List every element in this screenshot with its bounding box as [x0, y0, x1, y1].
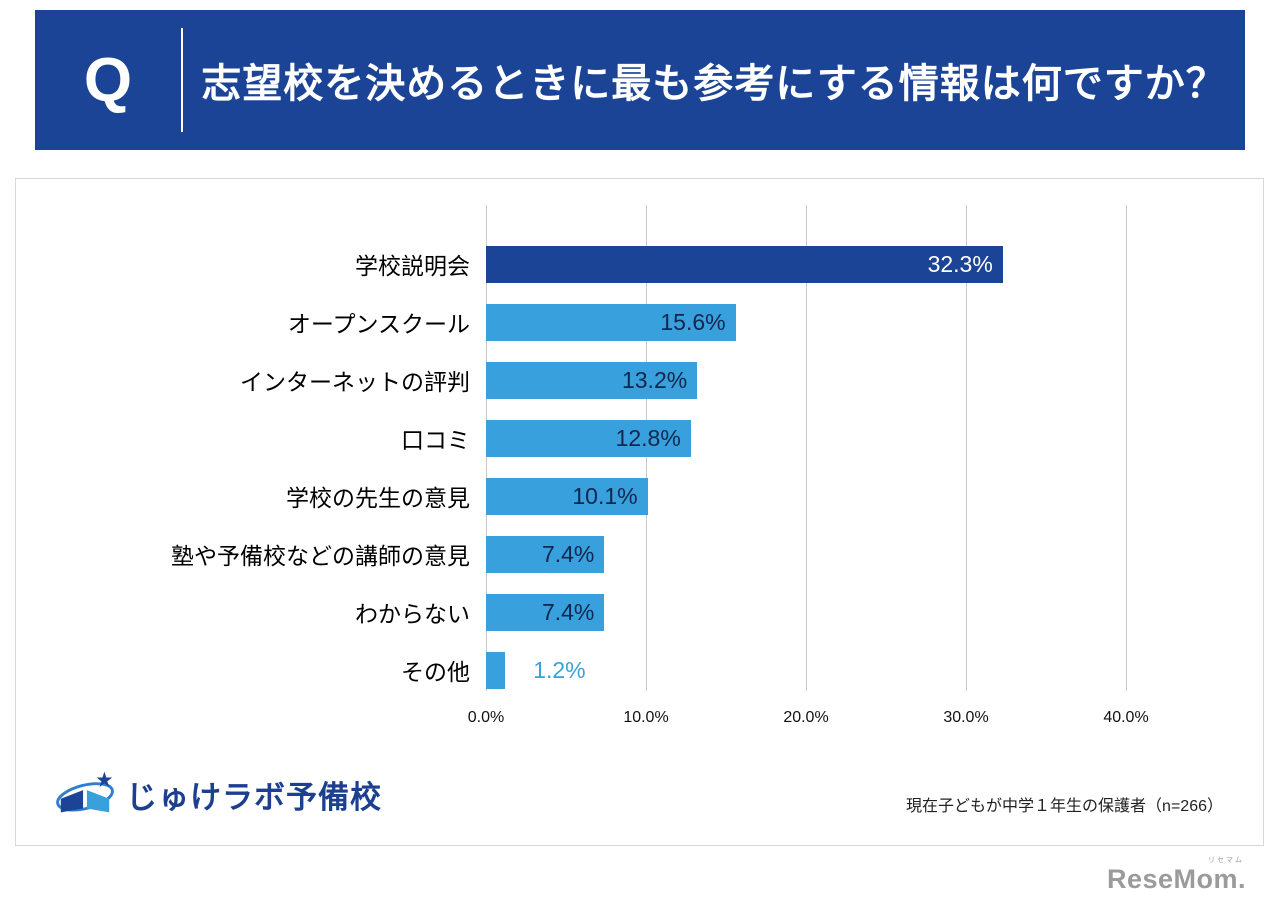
chart-rows: 学校説明会 32.3% オープンスクール 15.6% インターネットの評判 13.2% 口コ… [16, 235, 1263, 699]
chart-row: オープンスクール 15.6% [16, 293, 1263, 351]
resemom-katakana: リセマム [1208, 857, 1244, 864]
bar-area: 15.6% [486, 293, 1263, 351]
value-label: 1.2% [533, 656, 586, 683]
bar-with-value-label: 7.4% [486, 593, 605, 631]
bar-area: 1.2% [486, 641, 1263, 699]
header-divider [181, 28, 183, 132]
bar-area: 32.3% [486, 235, 1263, 293]
chart-row: 学校説明会 32.3% [16, 235, 1263, 293]
jukelab-logo: じゅけラボ予備校 [54, 767, 382, 822]
x-tick-label: 0.0% [467, 709, 505, 726]
bar-chart: 学校説明会 32.3% オープンスクール 15.6% インターネットの評判 13.2% 口コ… [16, 179, 1263, 741]
x-tick-label: 10.0% [623, 709, 669, 726]
x-tick-label: 40.0% [1103, 709, 1149, 726]
bar: 1.2% [486, 651, 586, 689]
bar-area: 13.2% [486, 351, 1263, 409]
bar-area: 10.1% [486, 467, 1263, 525]
jukelab-logo-text: じゅけラボ予備校 [126, 780, 382, 815]
bar-area: 12.8% [486, 409, 1263, 467]
category-label: 塾や予備校などの講師の意見 [171, 543, 470, 569]
card-footer: じゅけラボ予備校 現在子どもが中学１年生の保護者（n=266） [16, 741, 1263, 822]
chart-row: わからない 7.4% [16, 583, 1263, 641]
category-label: その他 [401, 659, 470, 685]
category-label: 学校の先生の意見 [286, 485, 470, 511]
category-label: インターネットの評判 [240, 369, 470, 395]
bar-with-value-label: 15.6% [486, 303, 736, 341]
bar-with-value-label: 13.2% [486, 361, 698, 399]
gridline [966, 205, 967, 691]
chart-row: 塾や予備校などの講師の意見 7.4% [16, 525, 1263, 583]
chart-card: 学校説明会 32.3% オープンスクール 15.6% インターネットの評判 13.2% 口コ… [15, 178, 1264, 846]
gridline [1126, 205, 1127, 691]
gridline [806, 205, 807, 691]
chart-row: インターネットの評判 13.2% [16, 351, 1263, 409]
jukelab-logo-icon [54, 767, 116, 822]
x-tick-label: 30.0% [943, 709, 989, 726]
category-label: 口コミ [401, 427, 470, 453]
chart-row: 学校の先生の意見 10.1% [16, 467, 1263, 525]
question-header: Q 志望校を決めるときに最も参考にする情報は何ですか？ [35, 10, 1245, 150]
q-mark: Q [83, 45, 133, 115]
category-label: 学校説明会 [355, 253, 470, 279]
chart-row: その他 1.2% [16, 641, 1263, 699]
bar-with-value-label: 7.4% [486, 535, 605, 573]
x-axis: 0.0% 10.0% 20.0% 30.0% 40.0% [468, 707, 1263, 741]
bar-area: 7.4% [486, 583, 1263, 641]
bar-with-value-label: 12.8% [486, 419, 691, 457]
page-title: 志望校を決めるときに最も参考にする情報は何ですか？ [201, 62, 1227, 106]
category-label: わからない [355, 601, 470, 627]
sample-note: 現在子どもが中学１年生の保護者（n=266） [906, 798, 1223, 815]
bar-with-value-label: 32.3% [486, 245, 1003, 283]
bar-area: 7.4% [486, 525, 1263, 583]
bar-with-value-label: 10.1% [486, 477, 648, 515]
resemom-wordmark: ReseMom. [1106, 864, 1246, 894]
chart-row: 口コミ 12.8% [16, 409, 1263, 467]
x-tick-label: 20.0% [783, 709, 829, 726]
category-label: オープンスクール [287, 311, 470, 337]
resemom-logo: リセマム ReseMom. [1107, 857, 1246, 893]
